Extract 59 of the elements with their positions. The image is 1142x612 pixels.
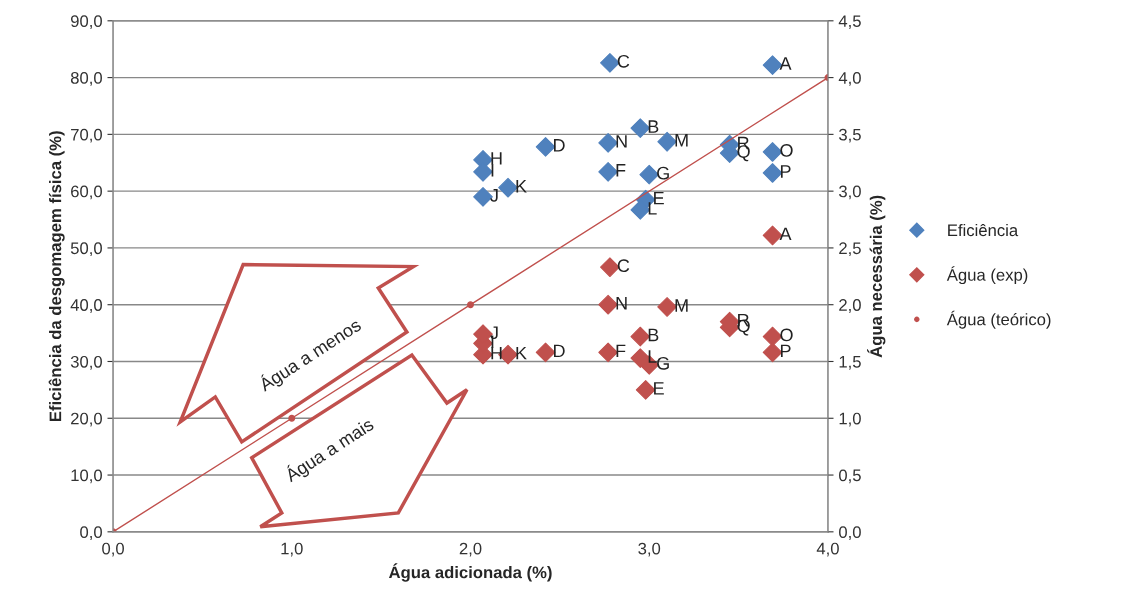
y-axis-title: Eficiência da desgomagem física (%) — [48, 131, 65, 422]
data-label: G — [657, 166, 669, 180]
x-axis-title: Água adicionada (%) — [388, 563, 552, 582]
data-label: D — [553, 344, 565, 358]
data-label: M — [675, 299, 688, 312]
data-label: J — [490, 189, 498, 202]
y2-tick-label: 3,0 — [839, 185, 861, 200]
y-tick-label: 20,0 — [71, 412, 102, 427]
data-label: I — [491, 164, 494, 177]
data-label: M — [675, 134, 688, 147]
y2-tick-label: 1,0 — [839, 412, 861, 427]
y-tick-label: 90,0 — [70, 15, 102, 29]
data-label: K — [516, 346, 527, 360]
x-tick-label: 0,0 — [102, 542, 124, 557]
y2-tick-label: 3,5 — [839, 128, 861, 143]
y2-tick-label: 2,0 — [839, 299, 861, 313]
x-tick-label: 3,0 — [638, 542, 661, 557]
x-tick-label: 2,0 — [459, 542, 482, 557]
data-label: N — [616, 135, 627, 148]
x-tick-label: 4,0 — [816, 542, 839, 557]
y2-tick-label: 4,0 — [838, 71, 861, 86]
annotation: Água a mais — [282, 414, 377, 486]
data-label: A — [779, 57, 792, 70]
data-label: G — [657, 356, 669, 370]
y2-tick-label: 4,5 — [838, 15, 861, 29]
y2-tick-label: 0,5 — [839, 469, 861, 484]
data-label: A — [779, 227, 792, 241]
data-label: C — [617, 259, 630, 273]
y-tick-label: 70,0 — [71, 128, 102, 143]
y2-tick-label: 0,0 — [839, 526, 861, 540]
y-tick-label: 0,0 — [80, 526, 102, 540]
data-label: F — [616, 164, 626, 177]
data-label: D — [553, 139, 565, 152]
data-label: B — [648, 328, 659, 342]
y-tick-label: 60,0 — [71, 185, 102, 200]
y-tick-label: 50,0 — [70, 242, 102, 257]
legend-label: Água (exp) — [946, 266, 1028, 285]
data-label: H — [491, 346, 502, 360]
y2-axis-title: Água necessária (%) — [867, 195, 886, 358]
data-label: F — [616, 344, 626, 358]
x-tick-label: 1,0 — [281, 542, 303, 557]
y-tick-label: 40,0 — [70, 299, 102, 313]
legend-label: Eficiência — [948, 223, 1019, 237]
data-label: C — [617, 54, 630, 68]
data-label: P — [780, 344, 791, 358]
data-label: P — [780, 165, 791, 178]
legend-label: Água (teórico) — [946, 310, 1051, 329]
y-tick-label: 80,0 — [70, 71, 102, 86]
y-tick-label: 30,0 — [70, 355, 102, 370]
data-label: O — [780, 328, 793, 342]
data-label: B — [648, 120, 659, 133]
data-label: N — [616, 296, 627, 310]
y2-tick-label: 2,5 — [839, 242, 861, 257]
y2-tick-label: 1,5 — [839, 356, 861, 370]
data-label: H — [491, 152, 502, 165]
data-label: O — [780, 144, 793, 157]
data-label: K — [516, 179, 527, 193]
y-tick-label: 10,0 — [71, 469, 102, 484]
data-label: E — [654, 382, 664, 395]
